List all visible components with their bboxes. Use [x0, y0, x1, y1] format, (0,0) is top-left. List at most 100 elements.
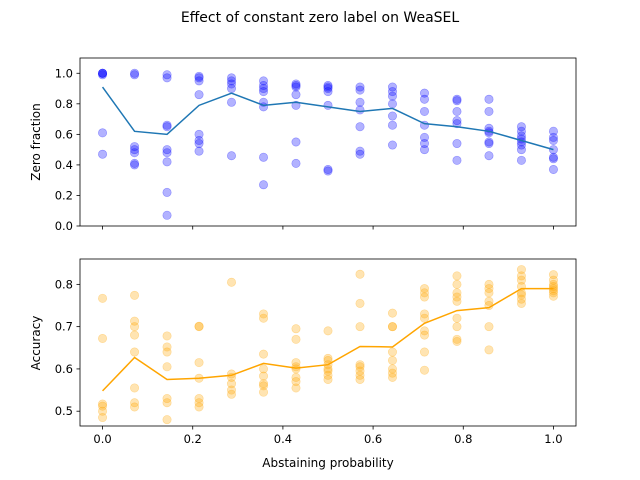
bottom-scatter-point	[323, 326, 333, 336]
top-axes-frame	[79, 57, 577, 227]
top-mean-line	[101, 86, 554, 151]
top-y-tick-label: 0.0	[55, 219, 73, 233]
top-y-tick-label: 0.4	[55, 158, 73, 172]
top-scatter-point	[259, 87, 269, 97]
bottom-scatter-point	[259, 371, 269, 381]
figure-title: Effect of constant zero label on WeaSEL	[181, 10, 460, 26]
bottom-scatter-point	[355, 269, 365, 279]
bottom-scatter-point	[484, 345, 494, 355]
top-scatter-point	[259, 180, 269, 190]
top-scatter-point	[227, 76, 237, 86]
top-scatter-point	[323, 164, 333, 174]
bottom-y-tick-label: 0.5	[55, 404, 73, 418]
top-scatter-point	[194, 71, 204, 81]
bottom-scatter-point	[419, 309, 429, 319]
top-scatter-points	[98, 68, 558, 220]
top-scatter-point	[484, 151, 494, 161]
bottom-scatter-point	[452, 313, 462, 323]
top-scatter-point	[162, 70, 172, 80]
bottom-scatter-point	[419, 284, 429, 294]
bottom-scatter-point	[291, 383, 301, 393]
top-scatter-point	[323, 100, 333, 110]
top-scatter-point	[259, 76, 269, 86]
bottom-scatter-point	[259, 349, 269, 359]
top-scatter-point	[194, 146, 204, 156]
bottom-scatter-point	[130, 398, 140, 408]
bottom-x-tick-label: 0.6	[364, 432, 382, 446]
top-y-ticks: 0.0 0.2 0.4 0.6 0.8 1.0	[55, 66, 80, 233]
bottom-scatter-point	[130, 383, 140, 393]
bottom-scatter-point	[259, 381, 269, 391]
bottom-scatter-point	[355, 298, 365, 308]
top-scatter-point	[516, 126, 526, 136]
top-y-tick-label: 0.6	[55, 127, 73, 141]
bottom-scatter-point	[452, 292, 462, 302]
bottom-scatter-point	[387, 322, 397, 332]
bottom-scatter-point	[98, 413, 108, 423]
top-scatter-point	[162, 122, 172, 132]
bottom-scatter-point	[98, 406, 108, 416]
bottom-y-axis-label: Accuracy	[29, 316, 43, 371]
top-scatter-point	[194, 76, 204, 86]
top-scatter-point	[259, 152, 269, 162]
bottom-scatter-point	[452, 334, 462, 344]
top-scatter-point	[548, 126, 558, 136]
bottom-scatter-point	[452, 279, 462, 289]
bottom-y-tick-label: 0.6	[55, 362, 73, 376]
x-axis-label: Abstaining probability	[262, 456, 393, 470]
bottom-scatter-point	[323, 366, 333, 376]
top-scatter-point	[291, 79, 301, 89]
bottom-panel: 0.5 0.6 0.7 0.8 0.0 0.2 0.4 0.6 0.8 1.0 Accuracy…	[29, 258, 577, 470]
top-scatter-point	[387, 99, 397, 109]
top-scatter-point	[162, 157, 172, 167]
bottom-scatter-point	[452, 271, 462, 281]
bottom-x-tick-label: 0.8	[454, 432, 472, 446]
bottom-scatter-points	[98, 265, 558, 425]
bottom-scatter-point	[227, 385, 237, 395]
top-scatter-point	[355, 122, 365, 132]
top-scatter-point	[162, 210, 172, 220]
top-scatter-point	[130, 160, 140, 170]
top-scatter-point	[162, 187, 172, 197]
bottom-scatter-point	[194, 394, 204, 404]
bottom-scatter-point	[291, 364, 301, 374]
top-scatter-point	[516, 155, 526, 165]
bottom-scatter-point	[259, 364, 269, 374]
bottom-scatter-point	[548, 270, 558, 280]
bottom-scatter-point	[355, 360, 365, 370]
bottom-x-tick-label: 0.2	[184, 432, 202, 446]
bottom-scatter-point	[484, 296, 494, 306]
bottom-scatter-point	[484, 288, 494, 298]
top-scatter-point	[419, 132, 429, 142]
bottom-scatter-point	[323, 374, 333, 384]
top-scatter-point	[484, 106, 494, 116]
bottom-scatter-point	[130, 347, 140, 357]
top-scatter-point	[194, 139, 204, 149]
top-scatter-point	[323, 82, 333, 92]
bottom-scatter-point	[259, 387, 269, 397]
top-scatter-point	[484, 139, 494, 149]
top-scatter-point	[162, 73, 172, 83]
bottom-scatter-point	[516, 275, 526, 285]
top-scatter-point	[548, 152, 558, 162]
top-scatter-point	[130, 142, 140, 152]
top-scatter-point	[227, 84, 237, 94]
bottom-scatter-point	[162, 398, 172, 408]
bottom-scatter-point	[516, 290, 526, 300]
top-scatter-point	[452, 139, 462, 149]
bottom-scatter-point	[130, 322, 140, 332]
top-x-ticks	[102, 226, 554, 230]
top-scatter-point	[130, 68, 140, 78]
bottom-x-ticks: 0.0 0.2 0.4 0.6 0.8 1.0	[93, 426, 563, 446]
top-scatter-point	[452, 94, 462, 104]
top-scatter-point	[548, 132, 558, 142]
top-scatter-point	[452, 96, 462, 106]
bottom-scatter-point	[419, 347, 429, 357]
top-scatter-point	[387, 91, 397, 101]
top-scatter-point	[130, 158, 140, 168]
bottom-scatter-point	[323, 353, 333, 363]
top-scatter-point	[162, 120, 172, 130]
bottom-scatter-point	[130, 330, 140, 340]
top-y-axis-label: Zero fraction	[29, 103, 43, 181]
top-scatter-point	[387, 120, 397, 130]
